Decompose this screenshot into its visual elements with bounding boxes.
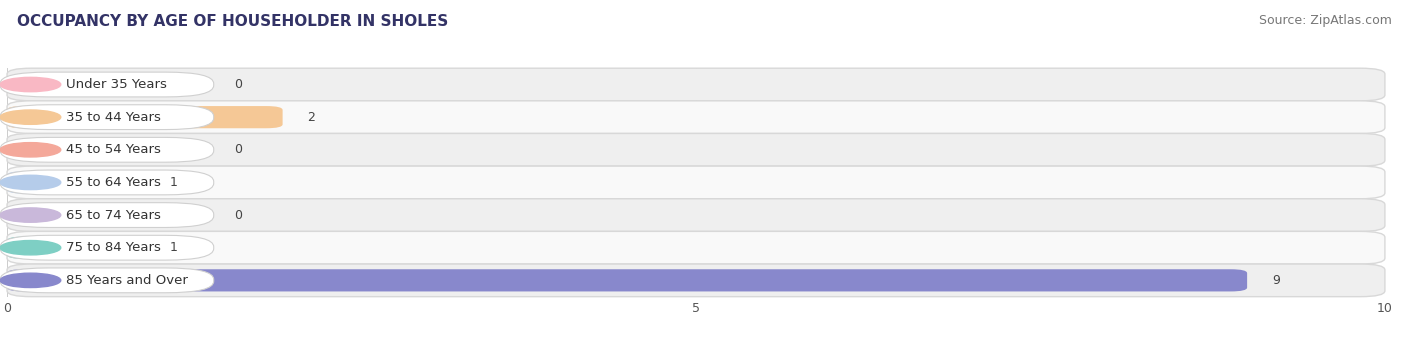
Text: 1: 1 <box>170 241 177 254</box>
FancyBboxPatch shape <box>0 72 214 97</box>
FancyBboxPatch shape <box>7 199 1385 232</box>
FancyBboxPatch shape <box>0 137 214 162</box>
Text: 0: 0 <box>235 78 242 91</box>
FancyBboxPatch shape <box>0 170 214 195</box>
Text: 2: 2 <box>308 111 315 124</box>
Circle shape <box>0 77 60 92</box>
FancyBboxPatch shape <box>0 105 214 130</box>
FancyBboxPatch shape <box>7 237 145 259</box>
FancyBboxPatch shape <box>7 106 283 128</box>
FancyBboxPatch shape <box>7 101 1385 133</box>
Text: 65 to 74 Years: 65 to 74 Years <box>66 209 162 222</box>
Text: 35 to 44 Years: 35 to 44 Years <box>66 111 162 124</box>
FancyBboxPatch shape <box>7 171 145 194</box>
FancyBboxPatch shape <box>7 68 1385 101</box>
Text: 0: 0 <box>235 209 242 222</box>
Text: 45 to 54 Years: 45 to 54 Years <box>66 143 162 156</box>
Text: Source: ZipAtlas.com: Source: ZipAtlas.com <box>1258 14 1392 27</box>
Circle shape <box>0 240 60 255</box>
FancyBboxPatch shape <box>7 232 1385 264</box>
Circle shape <box>0 273 60 287</box>
Circle shape <box>0 175 60 190</box>
Circle shape <box>0 110 60 124</box>
Text: Under 35 Years: Under 35 Years <box>66 78 167 91</box>
Text: 75 to 84 Years: 75 to 84 Years <box>66 241 162 254</box>
FancyBboxPatch shape <box>0 235 214 260</box>
Circle shape <box>0 208 60 222</box>
FancyBboxPatch shape <box>7 166 1385 199</box>
FancyBboxPatch shape <box>7 133 1385 166</box>
Text: 85 Years and Over: 85 Years and Over <box>66 274 188 287</box>
Text: OCCUPANCY BY AGE OF HOUSEHOLDER IN SHOLES: OCCUPANCY BY AGE OF HOUSEHOLDER IN SHOLE… <box>17 14 449 29</box>
FancyBboxPatch shape <box>7 269 1247 292</box>
FancyBboxPatch shape <box>0 268 214 293</box>
Text: 1: 1 <box>170 176 177 189</box>
FancyBboxPatch shape <box>7 264 1385 297</box>
FancyBboxPatch shape <box>0 203 214 227</box>
Text: 55 to 64 Years: 55 to 64 Years <box>66 176 162 189</box>
Circle shape <box>0 143 60 157</box>
Text: 0: 0 <box>235 143 242 156</box>
Text: 9: 9 <box>1272 274 1279 287</box>
